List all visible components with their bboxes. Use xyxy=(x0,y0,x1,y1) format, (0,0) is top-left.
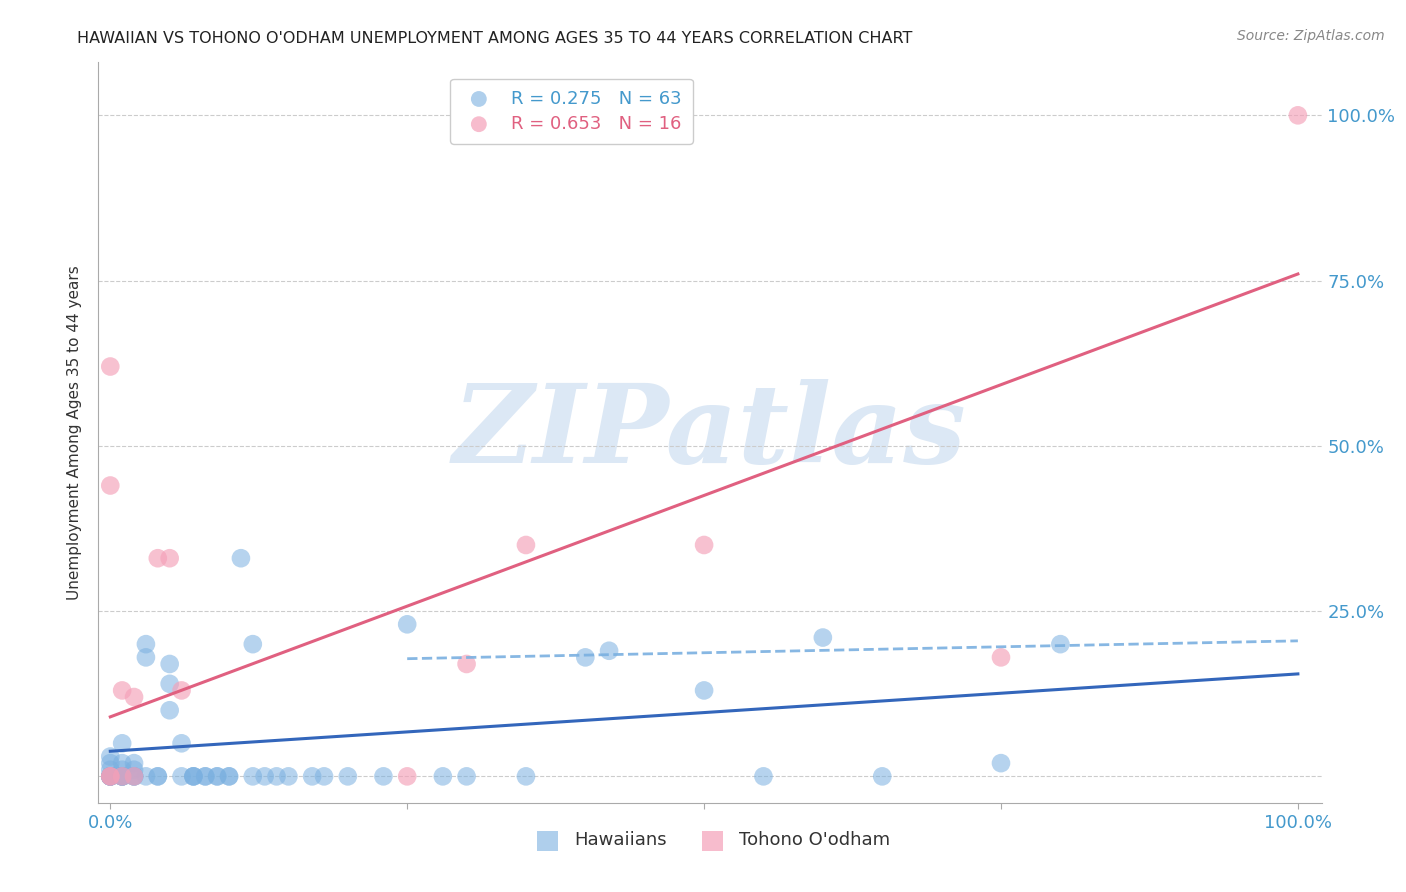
Point xyxy=(122,763,145,777)
Point xyxy=(183,769,205,783)
Point xyxy=(98,769,121,783)
Point xyxy=(170,769,193,783)
Point xyxy=(396,617,419,632)
Point xyxy=(122,769,145,783)
Point xyxy=(194,769,217,783)
Point xyxy=(693,683,716,698)
Point xyxy=(98,769,121,783)
Point xyxy=(146,551,169,566)
Point xyxy=(98,769,121,783)
Point xyxy=(432,769,454,783)
Point xyxy=(98,769,121,783)
Point xyxy=(98,359,121,374)
Point xyxy=(98,763,121,777)
Point xyxy=(111,769,134,783)
Point xyxy=(122,769,145,783)
Point xyxy=(205,769,228,783)
Point xyxy=(229,551,252,566)
Point xyxy=(218,769,240,783)
Point xyxy=(396,769,419,783)
Point xyxy=(373,769,395,783)
Point xyxy=(159,677,181,691)
Point xyxy=(111,769,134,783)
Point xyxy=(111,769,134,783)
Point xyxy=(515,538,537,552)
Point xyxy=(598,644,620,658)
Point xyxy=(159,657,181,671)
Point xyxy=(194,769,217,783)
Legend: Hawaiians, Tohono O'odham: Hawaiians, Tohono O'odham xyxy=(522,824,898,856)
Point xyxy=(122,769,145,783)
Point xyxy=(870,769,893,783)
Point xyxy=(111,769,134,783)
Point xyxy=(336,769,359,783)
Point xyxy=(456,769,478,783)
Point xyxy=(515,769,537,783)
Point xyxy=(242,769,264,783)
Text: Source: ZipAtlas.com: Source: ZipAtlas.com xyxy=(1237,29,1385,43)
Point xyxy=(693,538,716,552)
Point xyxy=(183,769,205,783)
Point xyxy=(990,650,1012,665)
Point xyxy=(990,756,1012,771)
Point xyxy=(122,769,145,783)
Point xyxy=(218,769,240,783)
Point xyxy=(122,690,145,704)
Text: ZIPatlas: ZIPatlas xyxy=(453,379,967,486)
Point xyxy=(111,769,134,783)
Point xyxy=(1286,108,1309,122)
Point xyxy=(811,631,834,645)
Point xyxy=(301,769,323,783)
Text: HAWAIIAN VS TOHONO O'ODHAM UNEMPLOYMENT AMONG AGES 35 TO 44 YEARS CORRELATION CH: HAWAIIAN VS TOHONO O'ODHAM UNEMPLOYMENT … xyxy=(77,31,912,46)
Point xyxy=(122,756,145,771)
Point xyxy=(98,769,121,783)
Point xyxy=(1049,637,1071,651)
Point xyxy=(98,769,121,783)
Point xyxy=(574,650,596,665)
Point xyxy=(205,769,228,783)
Point xyxy=(146,769,169,783)
Point xyxy=(170,736,193,750)
Point xyxy=(242,637,264,651)
Y-axis label: Unemployment Among Ages 35 to 44 years: Unemployment Among Ages 35 to 44 years xyxy=(67,265,83,600)
Point xyxy=(111,763,134,777)
Point xyxy=(135,637,157,651)
Point xyxy=(111,683,134,698)
Point xyxy=(170,683,193,698)
Point xyxy=(253,769,276,783)
Point xyxy=(159,551,181,566)
Point xyxy=(98,749,121,764)
Point xyxy=(752,769,775,783)
Point xyxy=(98,478,121,492)
Point xyxy=(456,657,478,671)
Point xyxy=(111,756,134,771)
Point xyxy=(146,769,169,783)
Point xyxy=(312,769,335,783)
Point xyxy=(98,769,121,783)
Point xyxy=(183,769,205,783)
Point xyxy=(135,650,157,665)
Point xyxy=(159,703,181,717)
Point xyxy=(135,769,157,783)
Point xyxy=(111,736,134,750)
Point xyxy=(277,769,299,783)
Point xyxy=(98,769,121,783)
Point xyxy=(98,756,121,771)
Point xyxy=(111,769,134,783)
Point xyxy=(266,769,288,783)
